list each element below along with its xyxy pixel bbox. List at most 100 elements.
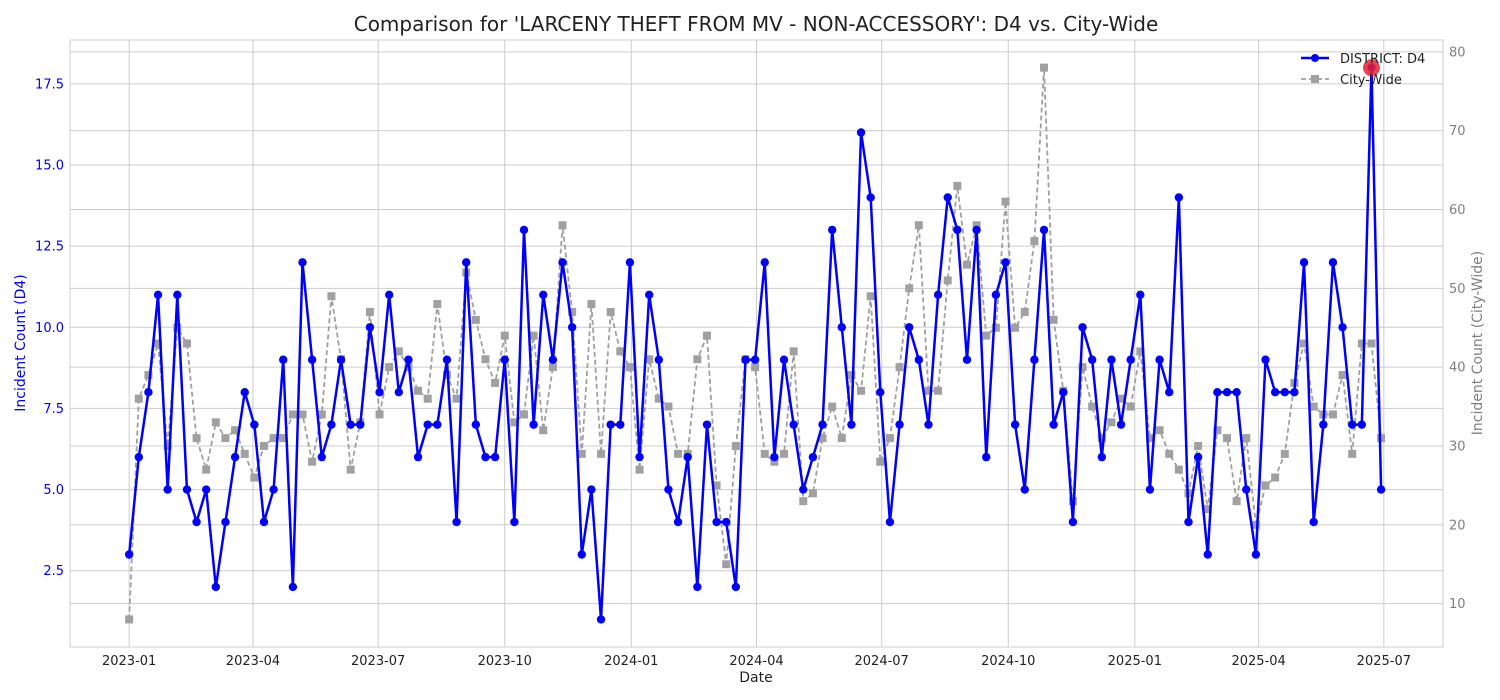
- district-d4-point: [211, 582, 221, 592]
- city-wide-point: [1020, 307, 1029, 316]
- city-wide-point: [182, 339, 191, 348]
- district-d4-point: [799, 485, 808, 494]
- district-d4-point: [673, 517, 683, 527]
- city-wide-point: [211, 418, 220, 427]
- city-wide-point: [751, 363, 760, 372]
- y-axis-right-label: Incident Count (City-Wide): [1470, 251, 1486, 435]
- district-d4-point: [905, 323, 914, 332]
- city-wide-point: [1136, 347, 1145, 356]
- district-d4-point: [770, 452, 779, 462]
- district-d4-point: [1242, 485, 1251, 494]
- district-d4-point: [741, 355, 750, 364]
- district-d4-point: [500, 355, 509, 364]
- city-wide-point: [519, 410, 528, 419]
- city-wide-point: [847, 371, 856, 380]
- city-wide-point: [1271, 473, 1280, 482]
- city-wide-point: [876, 457, 885, 466]
- city-wide-point: [1040, 63, 1049, 72]
- x-tick-label: 2023-10: [478, 654, 532, 669]
- city-wide-point: [1357, 339, 1366, 348]
- city-wide-point: [298, 410, 307, 419]
- city-wide-point: [674, 449, 683, 458]
- city-wide-point: [173, 323, 182, 332]
- city-wide-point: [1097, 434, 1106, 443]
- city-wide-point: [1088, 402, 1097, 411]
- district-d4-point: [1338, 323, 1347, 332]
- city-wide-point: [144, 371, 153, 380]
- district-d4-point: [818, 420, 827, 429]
- district-d4-point: [1261, 355, 1270, 364]
- district-d4-point: [529, 420, 538, 429]
- district-d4-point: [1357, 420, 1367, 429]
- district-d4-point: [1049, 420, 1058, 429]
- district-d4-point: [1184, 517, 1193, 527]
- district-d4-point: [654, 355, 664, 364]
- city-wide-point: [837, 434, 846, 443]
- district-d4-point: [288, 582, 298, 592]
- city-wide-point: [587, 300, 596, 309]
- city-wide-point: [500, 331, 509, 340]
- district-d4-point: [144, 387, 153, 397]
- city-wide-point: [885, 434, 894, 443]
- district-d4-point: [876, 387, 885, 397]
- city-wide-point: [924, 386, 933, 395]
- city-wide-point: [346, 465, 355, 474]
- district-d4-point: [1068, 517, 1078, 527]
- legend: DISTRICT: D4 City-Wide: [1301, 52, 1425, 88]
- city-wide-point: [1300, 339, 1309, 348]
- city-wide-point: [163, 441, 172, 450]
- district-d4-point: [490, 452, 500, 462]
- city-wide-point: [365, 307, 374, 316]
- district-d4-point: [1165, 387, 1174, 397]
- city-wide-point: [1338, 371, 1347, 380]
- y-right-tick-label: 30: [1449, 439, 1466, 454]
- city-wide-point: [857, 386, 866, 395]
- y-right-tick-label: 50: [1449, 282, 1466, 297]
- x-tick-label: 2024-04: [729, 654, 783, 669]
- district-d4-point: [1126, 355, 1135, 364]
- district-d4-point: [731, 582, 741, 592]
- x-tick-label: 2024-07: [855, 654, 909, 669]
- city-wide-point: [654, 394, 663, 403]
- district-d4-point: [192, 517, 201, 527]
- city-wide-point: [780, 449, 789, 458]
- city-wide-point: [664, 402, 673, 411]
- max-highlight: [1362, 59, 1380, 77]
- city-wide-point: [625, 363, 634, 372]
- city-wide-point: [548, 363, 557, 372]
- district-d4-point: [616, 420, 625, 429]
- district-d4-point: [1030, 355, 1039, 364]
- city-wide-point: [635, 465, 644, 474]
- city-wide-point: [288, 410, 297, 419]
- district-d4-series: [124, 63, 1386, 624]
- city-wide-point: [375, 410, 384, 419]
- district-d4-point: [885, 517, 895, 527]
- district-d4-point: [625, 258, 635, 267]
- city-wide-point: [192, 434, 201, 443]
- city-wide-point: [125, 615, 134, 624]
- district-d4-point: [837, 323, 846, 332]
- district-d4-point: [1020, 485, 1029, 494]
- city-wide-point: [991, 323, 1000, 332]
- y-left-tick-label: 7.5: [43, 402, 64, 417]
- district-d4-point: [1174, 193, 1184, 202]
- district-d4-point: [1155, 355, 1164, 364]
- city-wide-point: [423, 394, 432, 403]
- district-d4-point: [134, 452, 143, 462]
- district-d4-point: [462, 258, 471, 267]
- district-d4-point: [404, 355, 413, 364]
- city-wide-point: [943, 276, 952, 285]
- district-d4-point: [221, 517, 230, 527]
- district-d4-point: [558, 258, 567, 267]
- district-d4-point: [1010, 420, 1020, 429]
- y-left-tick-label: 17.5: [35, 77, 64, 92]
- city-wide-point: [317, 410, 326, 419]
- district-d4-point: [664, 485, 673, 494]
- district-d4-point: [548, 355, 558, 364]
- district-d4-point: [1078, 323, 1087, 332]
- district-d4-point: [259, 517, 269, 527]
- city-wide-point: [1203, 505, 1212, 514]
- district-d4-point: [644, 290, 654, 300]
- district-d4-point: [413, 452, 423, 462]
- district-d4-point: [702, 420, 712, 429]
